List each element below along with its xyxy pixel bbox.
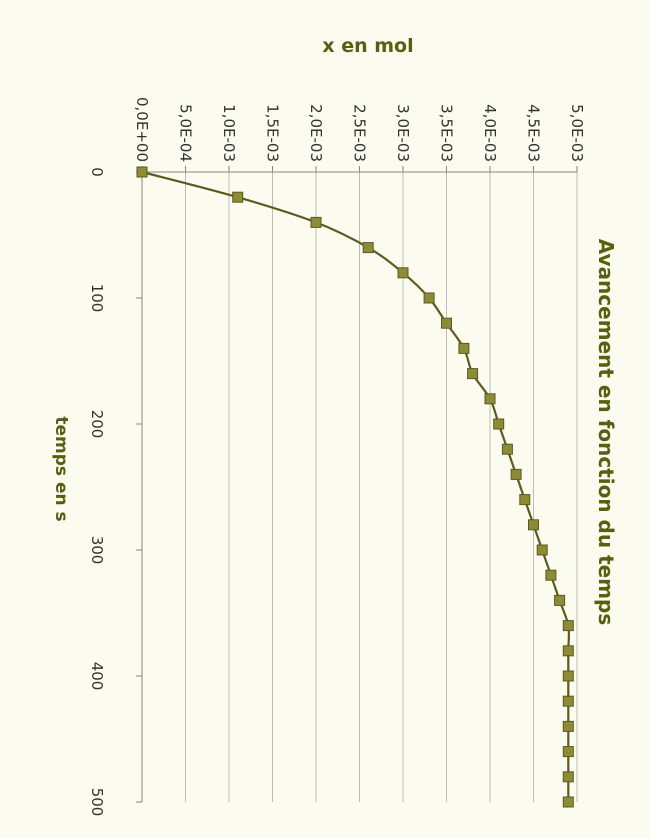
y-tick-label: 5,0E-03 [568,104,586,162]
data-point [536,544,548,556]
data-point [397,267,409,279]
y-tick-label: 2,5E-03 [351,104,369,162]
y-tick-label: 4,5E-03 [525,104,543,162]
data-point [362,242,374,254]
data-point [232,191,244,203]
data-point [562,746,574,758]
x-tick-label: 100 [88,284,106,313]
data-point [562,670,574,682]
y-axis-label: x en mol [322,35,413,57]
data-point [562,771,574,783]
y-tick-label: 0,0E+00 [133,97,151,162]
x-tick-label: 400 [88,662,106,691]
data-point [554,594,566,606]
x-tick-label: 500 [88,788,106,817]
data-point [562,695,574,707]
data-point [467,368,479,380]
data-point [484,393,496,405]
data-point [458,342,470,354]
data-point [136,166,148,178]
y-tick-label: 3,0E-03 [394,104,412,162]
data-point [528,519,539,531]
x-tick-label: 0 [88,167,106,177]
data-point [519,494,531,506]
data-point [562,620,574,632]
data-point [562,645,574,657]
axis-layer [136,166,578,803]
data-point [545,569,557,581]
y-tick-label: 5,0E-04 [177,104,195,162]
y-tick-label: 2,0E-03 [307,104,325,162]
data-point [493,418,505,430]
data-point [441,317,452,329]
data-point [310,216,322,228]
text-layer: x en mol temps en s Avancement en foncti… [51,35,618,816]
x-tick-label: 200 [88,410,106,439]
data-point [501,443,513,455]
x-tick-label: 300 [88,536,106,565]
x-axis-label: temps en s [51,416,71,521]
chart-title: Avancement en fonction du temps [594,239,618,625]
y-tick-label: 4,0E-03 [481,104,499,162]
y-tick-label: 1,5E-03 [264,104,282,162]
data-point [423,292,435,304]
data-point [562,796,574,808]
y-tick-label: 3,5E-03 [438,104,456,162]
grid-layer [141,172,578,802]
data-point [562,720,574,732]
y-tick-label: 1,0E-03 [220,104,238,162]
marker-layer [136,166,574,808]
data-point [510,468,522,480]
